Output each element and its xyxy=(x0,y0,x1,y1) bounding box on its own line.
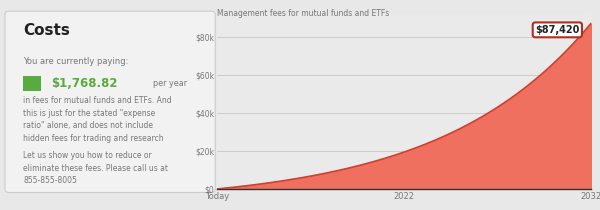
Text: $1,768.82: $1,768.82 xyxy=(52,76,118,89)
Text: $87,420: $87,420 xyxy=(535,25,580,35)
Text: per year: per year xyxy=(152,79,187,88)
Text: Let us show you how to reduce or
eliminate these fees. Please call us at
855-855: Let us show you how to reduce or elimina… xyxy=(23,151,168,185)
FancyBboxPatch shape xyxy=(5,11,215,193)
Text: Costs: Costs xyxy=(23,23,70,38)
Bar xyxy=(23,76,41,91)
Text: Management fees for mutual funds and ETFs: Management fees for mutual funds and ETF… xyxy=(217,9,389,18)
Text: You are currently paying:: You are currently paying: xyxy=(23,56,128,66)
Text: in fees for mutual funds and ETFs. And
this is just for the stated "expense
rati: in fees for mutual funds and ETFs. And t… xyxy=(23,96,172,143)
